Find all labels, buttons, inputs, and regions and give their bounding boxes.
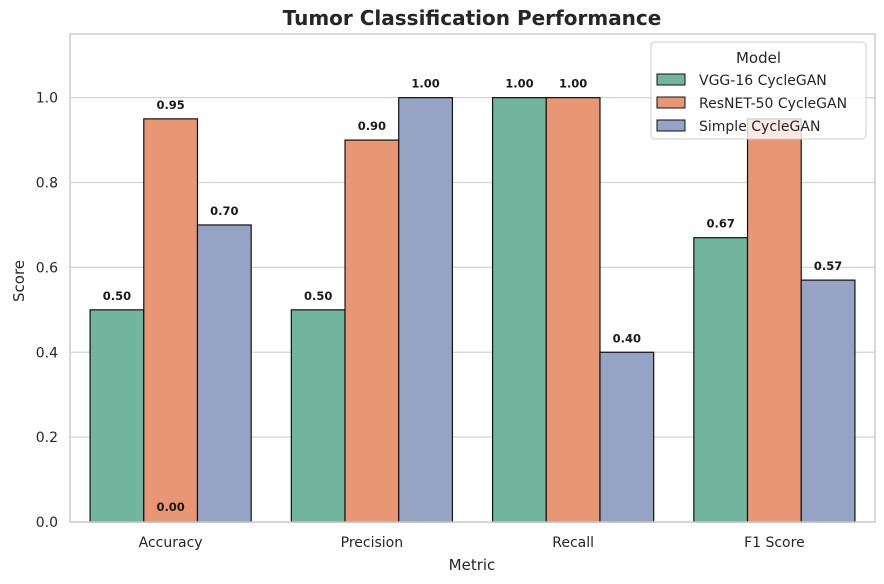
data-label: 1.00 — [559, 77, 587, 91]
y-tick-label: 0.2 — [36, 430, 58, 446]
y-tick-label: 1.0 — [36, 91, 58, 107]
bar — [491, 97, 547, 523]
legend-label: Simple CycleGAN — [699, 119, 820, 135]
data-label: 0.95 — [156, 98, 184, 112]
bar — [398, 97, 454, 523]
legend-title: Model — [736, 49, 781, 67]
legend: Model VGG-16 CycleGAN ResNET-50 CycleGAN S… — [650, 41, 867, 140]
legend-swatch — [656, 73, 686, 86]
data-label: 0.57 — [814, 259, 842, 273]
data-label: 0.67 — [706, 217, 734, 231]
data-label: 1.00 — [411, 77, 439, 91]
legend-swatch — [656, 119, 686, 132]
x-tick-label: Accuracy — [139, 535, 203, 551]
legend-label: VGG-16 CycleGAN — [699, 73, 827, 89]
bar — [800, 279, 856, 523]
bar — [196, 224, 252, 523]
x-tick-label: Recall — [552, 535, 594, 551]
y-tick-label: 0.6 — [36, 260, 58, 276]
x-tick-label: Precision — [341, 535, 403, 551]
chart-title: Tumor Classification Performance — [283, 6, 662, 30]
data-label: 0.40 — [613, 331, 641, 345]
bar — [545, 97, 601, 523]
y-tick-labels: 0.0 0.2 0.4 0.6 0.8 1.0 — [36, 91, 58, 531]
plot-frame — [69, 33, 876, 523]
legend-box — [650, 41, 867, 140]
bar — [693, 237, 749, 523]
bar — [89, 309, 145, 523]
data-label: 0.90 — [358, 119, 386, 133]
data-label: 0.70 — [210, 204, 238, 218]
y-tick-label: 0.8 — [36, 176, 58, 192]
x-axis-label: Metric — [449, 556, 496, 574]
bar — [746, 118, 802, 523]
bar — [344, 139, 400, 523]
bar — [290, 309, 346, 523]
y-tick-label: 0.0 — [36, 515, 58, 531]
bars — [89, 97, 856, 523]
y-tick-label: 0.4 — [36, 345, 58, 361]
legend-swatch — [656, 96, 686, 109]
data-label: 0.00 — [156, 500, 184, 514]
y-axis-label: Score — [10, 260, 28, 302]
plot-border — [69, 33, 876, 523]
data-label: 0.50 — [304, 289, 332, 303]
legend-label: ResNET-50 CycleGAN — [699, 96, 847, 112]
bar — [599, 351, 655, 523]
data-labels: 0.50 0.95 0.70 0.50 0.90 1.00 1.00 1.00 0.40 0.67… — [103, 77, 843, 514]
x-tick-labels: Accuracy Precision Recall F1 Score — [139, 535, 805, 551]
data-label: 0.50 — [103, 289, 131, 303]
x-tick-label: F1 Score — [744, 535, 805, 551]
bar — [143, 118, 199, 523]
data-label: 1.00 — [505, 77, 533, 91]
